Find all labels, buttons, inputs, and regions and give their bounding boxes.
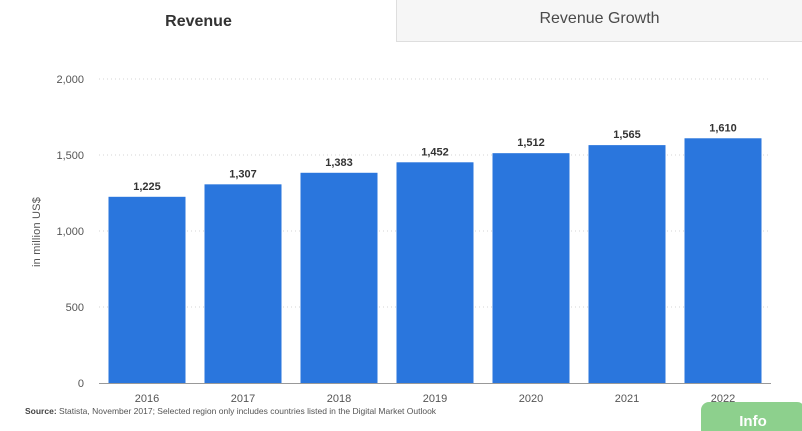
bar <box>684 138 762 383</box>
data-label: 1,610 <box>709 122 737 134</box>
y-tick-label: 1,500 <box>56 150 84 162</box>
x-tick-label: 2019 <box>423 393 447 405</box>
bar <box>108 196 186 383</box>
info-button[interactable]: Info <box>701 402 802 431</box>
data-label: 1,225 <box>133 181 161 193</box>
source-text: Statista, November 2017; Selected region… <box>59 406 437 416</box>
tab-bar: Revenue Revenue Growth <box>0 0 802 42</box>
y-tick-label: 1,000 <box>56 226 84 238</box>
x-tick-label: 2020 <box>519 393 543 405</box>
data-label: 1,383 <box>325 157 353 169</box>
bar <box>492 153 570 383</box>
tab-revenue[interactable]: Revenue <box>0 0 397 42</box>
data-label: 1,452 <box>421 146 449 158</box>
bar <box>300 172 378 383</box>
data-label: 1,307 <box>229 168 257 180</box>
bar <box>204 184 282 383</box>
x-tick-label: 2016 <box>135 393 159 405</box>
x-tick-label: 2017 <box>231 393 255 405</box>
bar <box>396 162 474 383</box>
source-label: Source: <box>25 406 57 416</box>
y-tick-label: 500 <box>66 302 84 314</box>
bar <box>588 145 666 383</box>
y-tick-label: 0 <box>78 378 84 390</box>
x-tick-label: 2021 <box>615 393 639 405</box>
x-tick-label: 2018 <box>327 393 351 405</box>
data-label: 1,565 <box>613 129 641 141</box>
data-label: 1,512 <box>517 137 545 149</box>
source-note: Source: Statista, November 2017; Selecte… <box>25 406 436 416</box>
tab-revenue-growth[interactable]: Revenue Growth <box>396 0 802 42</box>
y-tick-label: 2,000 <box>56 74 84 86</box>
